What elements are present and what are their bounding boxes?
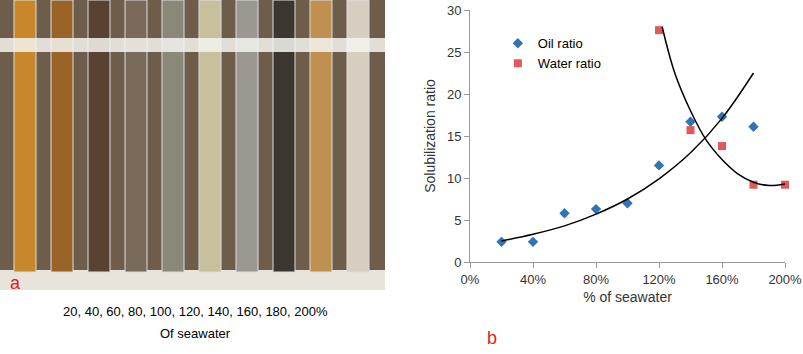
svg-text:10: 10 — [447, 171, 461, 186]
svg-text:15: 15 — [447, 129, 461, 144]
svg-text:b: b — [487, 328, 497, 348]
svg-text:120%: 120% — [642, 272, 676, 287]
svg-text:40%: 40% — [520, 272, 546, 287]
svg-text:Of seawater: Of seawater — [160, 326, 231, 341]
svg-text:0: 0 — [454, 255, 461, 270]
svg-text:80%: 80% — [583, 272, 609, 287]
svg-text:20, 40, 60, 80, 100, 120, 140,: 20, 40, 60, 80, 100, 120, 140, 160, 180,… — [63, 304, 328, 319]
svg-text:25: 25 — [447, 45, 461, 60]
svg-text:0%: 0% — [461, 272, 480, 287]
svg-text:20: 20 — [447, 87, 461, 102]
svg-text:200%: 200% — [768, 272, 802, 287]
svg-text:5: 5 — [454, 213, 461, 228]
svg-text:Water ratio: Water ratio — [538, 56, 601, 71]
svg-text:a: a — [10, 273, 21, 293]
svg-text:Solubilization ratio: Solubilization ratio — [422, 79, 438, 193]
svg-text:Oil ratio: Oil ratio — [538, 36, 583, 51]
svg-text:% of seawater: % of seawater — [583, 289, 672, 305]
svg-text:30: 30 — [447, 3, 461, 18]
svg-text:160%: 160% — [705, 272, 739, 287]
